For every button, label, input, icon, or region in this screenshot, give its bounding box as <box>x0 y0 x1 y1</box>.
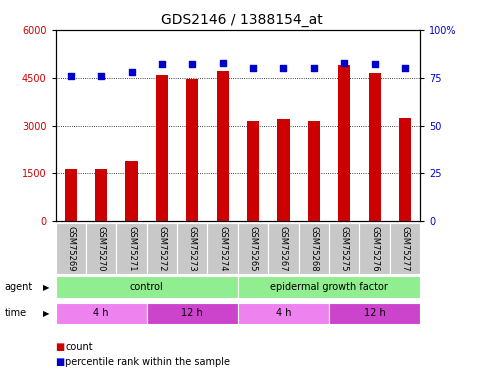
Text: 4 h: 4 h <box>93 309 109 318</box>
Point <box>219 60 227 66</box>
Text: 12 h: 12 h <box>182 309 203 318</box>
Point <box>401 65 409 71</box>
Bar <box>56 303 147 324</box>
Point <box>310 65 318 71</box>
Text: ■: ■ <box>56 357 65 367</box>
Bar <box>126 160 138 221</box>
Bar <box>338 65 350 221</box>
Bar <box>156 75 168 221</box>
Text: 4 h: 4 h <box>276 309 291 318</box>
Point <box>128 69 135 75</box>
Text: GSM75271: GSM75271 <box>127 226 136 271</box>
Text: GSM75273: GSM75273 <box>188 226 197 271</box>
Text: epidermal growth factor: epidermal growth factor <box>270 282 388 292</box>
Bar <box>208 223 238 274</box>
Text: count: count <box>65 342 93 352</box>
Bar <box>308 121 320 221</box>
Bar <box>268 223 298 274</box>
Point <box>280 65 287 71</box>
Bar <box>247 121 259 221</box>
Text: GSM75267: GSM75267 <box>279 226 288 271</box>
Bar <box>399 118 411 221</box>
Text: GSM75270: GSM75270 <box>97 226 106 271</box>
Bar <box>238 303 329 324</box>
Bar <box>238 223 268 274</box>
Text: ▶: ▶ <box>43 309 49 318</box>
Bar <box>329 223 359 274</box>
Bar <box>86 223 116 274</box>
Bar <box>186 80 199 221</box>
Point <box>341 60 348 66</box>
Point <box>249 65 257 71</box>
Bar <box>147 223 177 274</box>
Bar <box>116 223 147 274</box>
Text: control: control <box>130 282 164 292</box>
Bar <box>147 303 238 324</box>
Text: ■: ■ <box>56 342 65 352</box>
Text: GDS2146 / 1388154_at: GDS2146 / 1388154_at <box>161 13 322 27</box>
Bar <box>369 73 381 221</box>
Bar <box>277 119 289 221</box>
Text: GSM75276: GSM75276 <box>370 226 379 271</box>
Text: time: time <box>5 309 27 318</box>
Point <box>188 62 196 68</box>
Bar <box>95 169 107 221</box>
Bar <box>329 303 420 324</box>
Bar <box>177 223 208 274</box>
Text: agent: agent <box>5 282 33 292</box>
Point <box>97 73 105 79</box>
Bar <box>216 71 229 221</box>
Text: GSM75269: GSM75269 <box>66 226 75 271</box>
Bar <box>65 169 77 221</box>
Text: GSM75272: GSM75272 <box>157 226 167 271</box>
Text: GSM75274: GSM75274 <box>218 226 227 271</box>
Text: 12 h: 12 h <box>364 309 385 318</box>
Point <box>67 73 74 79</box>
Text: ▶: ▶ <box>43 283 49 292</box>
Text: GSM75275: GSM75275 <box>340 226 349 271</box>
Bar <box>298 223 329 274</box>
Text: GSM75268: GSM75268 <box>309 226 318 271</box>
Bar <box>56 276 238 298</box>
Point <box>371 62 379 68</box>
Text: GSM75265: GSM75265 <box>249 226 257 271</box>
Bar <box>238 276 420 298</box>
Bar <box>390 223 420 274</box>
Bar <box>56 223 86 274</box>
Text: percentile rank within the sample: percentile rank within the sample <box>65 357 230 367</box>
Bar <box>359 223 390 274</box>
Point <box>158 62 166 68</box>
Text: GSM75277: GSM75277 <box>400 226 410 271</box>
